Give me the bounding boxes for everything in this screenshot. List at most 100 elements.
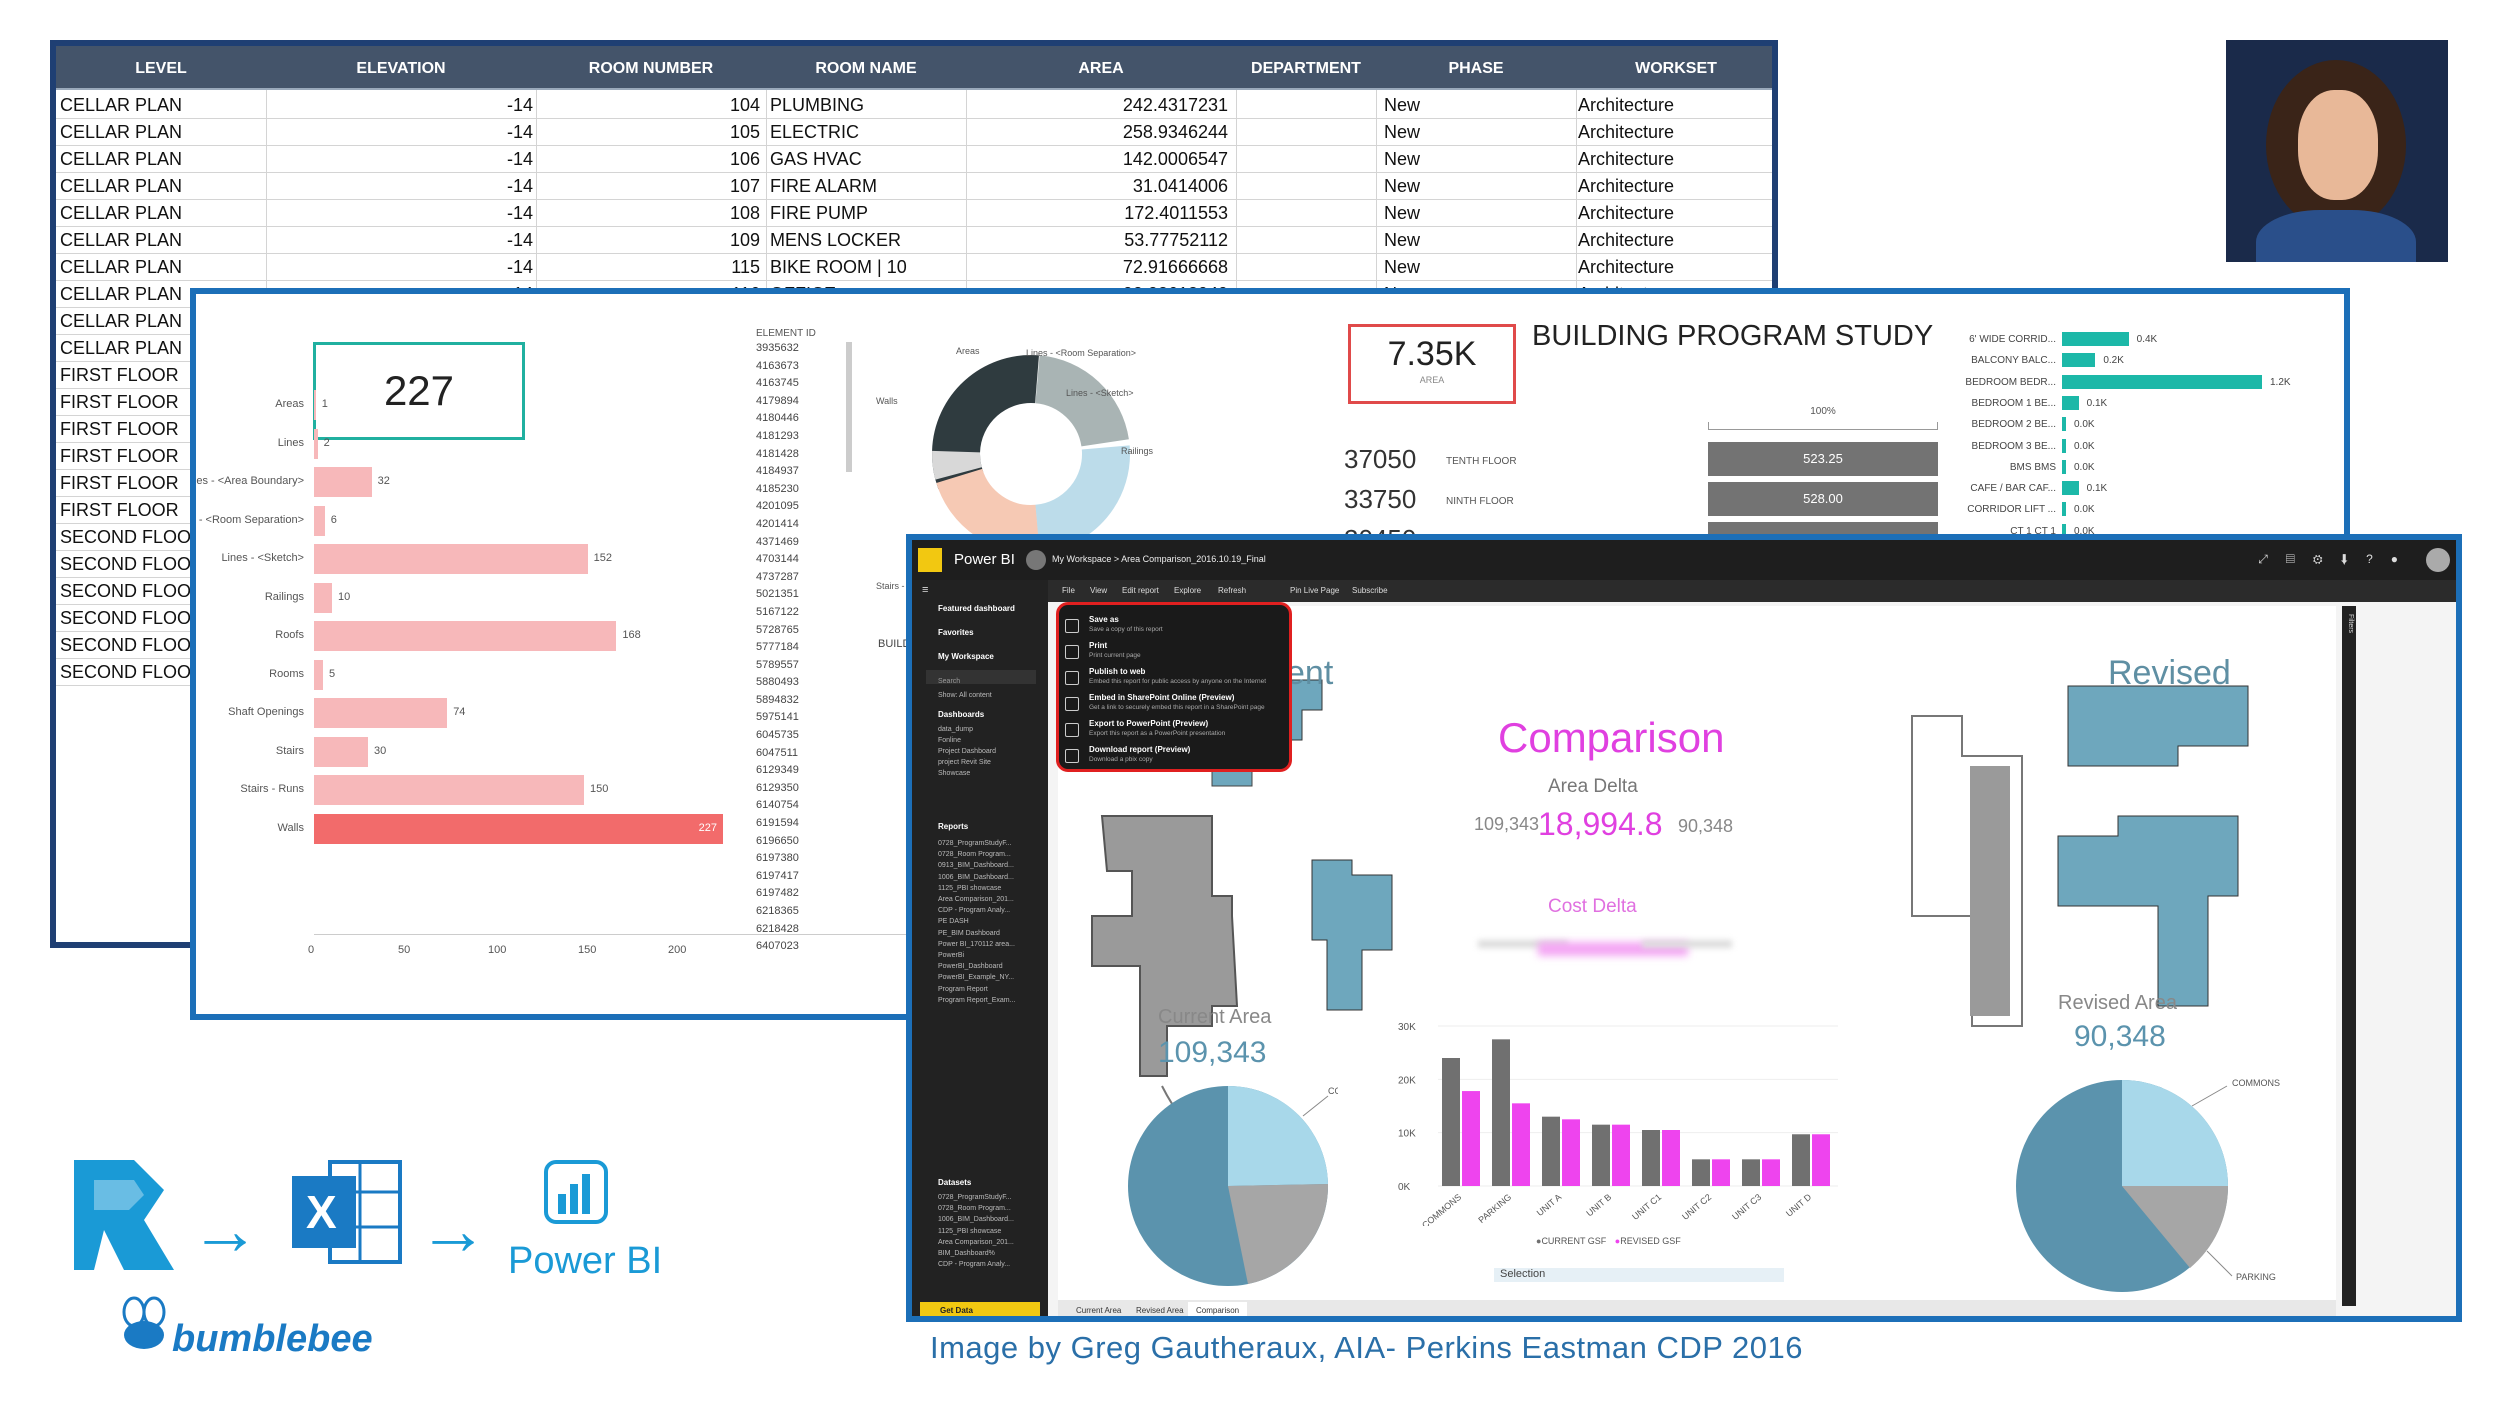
list-item[interactable]: 4201414 <box>756 517 799 530</box>
column-current[interactable] <box>1542 1116 1560 1186</box>
column-revised[interactable] <box>1612 1124 1630 1186</box>
sidebar-item-report[interactable]: PowerBi <box>938 952 965 959</box>
list-item[interactable]: 6407023 <box>756 940 799 953</box>
type-bar[interactable] <box>2062 353 2096 368</box>
list-item[interactable]: 6047511 <box>756 746 799 759</box>
sidebar-item-report[interactable]: CDP - Program Analy... <box>938 907 1011 915</box>
list-item[interactable]: 6191594 <box>756 817 799 830</box>
selection-slicer[interactable]: Selection <box>1494 1268 1784 1282</box>
list-item[interactable]: 4371469 <box>756 535 799 548</box>
sidebar-item-dataset[interactable]: 1006_BIM_Dashboard... <box>938 1216 1014 1224</box>
nav-my-workspace[interactable]: My Workspace <box>938 652 994 661</box>
floor-bar[interactable]: 523.25 <box>1708 442 1938 476</box>
sidebar-item-dashboard[interactable]: Showcase <box>938 770 971 777</box>
bar[interactable] <box>314 582 332 613</box>
filters-pane[interactable]: Filters <box>2342 606 2356 1306</box>
list-item[interactable]: 4180446 <box>756 412 799 425</box>
sidebar-item-report[interactable]: Program Report_Exam... <box>938 996 1016 1004</box>
tab-current-area[interactable]: Current Area <box>1076 1306 1122 1315</box>
sidebar-show-filter[interactable]: Show: All content <box>938 692 992 699</box>
user-avatar[interactable] <box>2426 548 2450 572</box>
list-item[interactable]: 4737287 <box>756 570 799 583</box>
column-revised[interactable] <box>1462 1091 1480 1186</box>
list-item[interactable]: 6197417 <box>756 869 799 882</box>
sidebar-item-dataset[interactable]: Area Comparison_201... <box>938 1238 1014 1246</box>
list-item[interactable]: 5728765 <box>756 623 799 636</box>
get-data-button[interactable]: Get Data <box>920 1302 1040 1316</box>
hamburger-icon[interactable]: ≡ <box>922 584 929 596</box>
column-revised[interactable] <box>1662 1130 1680 1186</box>
table-row[interactable]: CELLAR PLAN -14 106 GAS HVAC 142.0006547 New A… <box>56 146 1772 173</box>
menu-refresh[interactable]: Refresh <box>1218 586 1247 595</box>
column-revised[interactable] <box>1512 1103 1530 1186</box>
list-item[interactable]: 4184937 <box>756 465 799 478</box>
list-item[interactable]: 5975141 <box>756 711 799 724</box>
sidebar-item-report[interactable]: 0728_Room Program... <box>938 851 1011 859</box>
sidebar-item-dataset[interactable]: CDP - Program Analy... <box>938 1261 1011 1269</box>
list-item[interactable]: 6218365 <box>756 905 799 917</box>
file-menu-item[interactable]: Download report (Preview) Download a pbix… <box>1059 745 1289 769</box>
list-item[interactable]: 5880493 <box>756 676 799 689</box>
column-revised[interactable] <box>1762 1159 1780 1186</box>
bar[interactable] <box>314 736 368 767</box>
sidebar-item-dataset[interactable]: BIM_Dashboard% <box>938 1250 995 1257</box>
type-bar[interactable] <box>2062 459 2066 474</box>
list-item[interactable]: 6218428 <box>756 922 799 935</box>
type-bar[interactable] <box>2062 395 2079 410</box>
column-current[interactable] <box>1742 1159 1760 1186</box>
nav-datasets[interactable]: Datasets <box>938 1178 972 1187</box>
file-menu-item[interactable]: Save as Save a copy of this report <box>1059 615 1289 639</box>
app-launcher-icon[interactable] <box>918 548 942 572</box>
list-item[interactable]: 3935632 <box>756 342 799 354</box>
sidebar-item-report[interactable]: 0728_ProgramStudyF... <box>938 840 1012 847</box>
menu-view[interactable]: View <box>1090 586 1108 595</box>
column-current[interactable] <box>1642 1130 1660 1186</box>
list-item[interactable]: 5021351 <box>756 588 799 601</box>
list-item[interactable]: 4163673 <box>756 359 799 372</box>
bar[interactable] <box>314 698 448 728</box>
list-item[interactable]: 6196650 <box>756 834 799 847</box>
sidebar-item-dataset[interactable]: 0728_ProgramStudyF... <box>938 1194 1012 1201</box>
workspace-avatar-icon[interactable] <box>1026 550 1046 570</box>
sidebar-item-dashboard[interactable]: data_dump <box>938 726 974 733</box>
sidebar-item-report[interactable]: Power BI_170112 area... <box>938 940 1015 948</box>
list-item[interactable]: 4179894 <box>756 394 799 407</box>
menu-subscribe[interactable]: Subscribe <box>1352 586 1388 595</box>
sidebar-item-dashboard[interactable]: project Revit Site <box>938 759 991 766</box>
breadcrumb-report[interactable]: Area Comparison_2016.10.19_Final <box>1121 554 1266 564</box>
list-item[interactable]: 4181428 <box>756 447 799 460</box>
tab-revised-area[interactable]: Revised Area <box>1136 1306 1184 1315</box>
gsf-comparison-chart[interactable]: 0K 10K 20K 30K COMMONS PARKING UNIT A UNIT B UNI… <box>1398 1006 1858 1226</box>
column-revised[interactable] <box>1562 1119 1580 1186</box>
nav-dashboards[interactable]: Dashboards <box>938 710 985 719</box>
menu-edit-report[interactable]: Edit report <box>1122 586 1159 595</box>
list-item[interactable]: 6197482 <box>756 887 799 900</box>
table-row[interactable]: CELLAR PLAN -14 104 PLUMBING 242.4317231 New A… <box>56 92 1772 119</box>
list-item[interactable]: 4201095 <box>756 500 799 513</box>
col-header-department[interactable]: DEPARTMENT <box>1251 60 1361 77</box>
file-menu-item[interactable]: Export to PowerPoint (Preview) Export thi… <box>1059 719 1289 743</box>
table-row[interactable]: CELLAR PLAN -14 109 MENS LOCKER 53.77752112 N… <box>56 227 1772 254</box>
topbar-icons[interactable]: ⤢▤⚙⬇?● <box>2258 552 2416 566</box>
sidebar-item-report[interactable]: 1006_BIM_Dashboard... <box>938 873 1014 881</box>
nav-favorites[interactable]: Favorites <box>938 628 974 637</box>
type-bar[interactable] <box>2062 374 2262 389</box>
type-bar[interactable] <box>2062 523 2066 538</box>
column-current[interactable] <box>1692 1159 1710 1186</box>
menu-pin-live-page[interactable]: Pin Live Page <box>1290 586 1340 595</box>
list-item[interactable]: 6140754 <box>756 799 799 812</box>
col-header-phase[interactable]: PHASE <box>1448 60 1504 77</box>
category-donut-chart[interactable]: Areas Lines - <Room Separation> Lines - … <box>876 334 1206 594</box>
col-header-workset[interactable]: WORKSET <box>1635 60 1717 77</box>
type-bar[interactable] <box>2062 332 2129 346</box>
sidebar-item-report[interactable]: Area Comparison_201... <box>938 896 1014 903</box>
element-list-scrollbar[interactable] <box>846 342 852 472</box>
bar[interactable] <box>314 428 318 459</box>
tab-comparison[interactable]: Comparison <box>1188 1302 1248 1316</box>
list-item[interactable]: 5167122 <box>756 605 799 618</box>
element-count-card[interactable]: 227 <box>313 342 525 440</box>
type-bar[interactable] <box>2062 417 2066 432</box>
sidebar-item-report[interactable]: Program Report <box>938 985 988 993</box>
table-row[interactable]: CELLAR PLAN -14 105 ELECTRIC 258.9346244 New A… <box>56 119 1772 146</box>
bar[interactable] <box>314 775 584 805</box>
